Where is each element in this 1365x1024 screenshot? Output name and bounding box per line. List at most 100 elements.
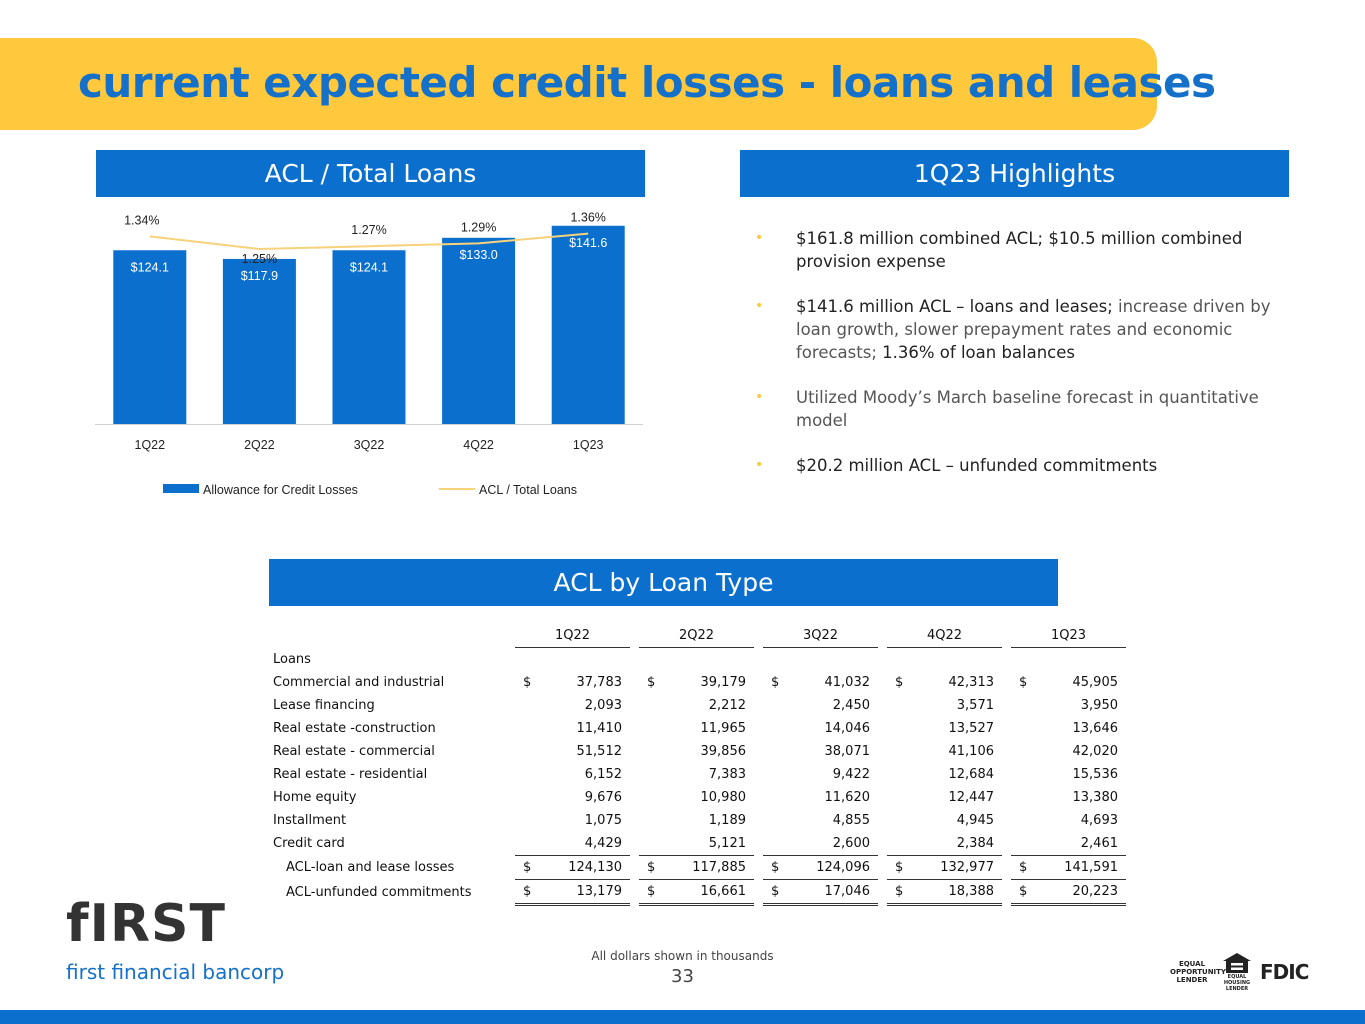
table-row: ACL-unfunded commitments $13,179 $16,661 $1… bbox=[269, 879, 1126, 906]
table-cell bbox=[541, 648, 630, 671]
table-cell: 41,106 bbox=[948, 744, 995, 759]
highlight-item: • $141.6 million ACL – loans and leases; … bbox=[755, 295, 1275, 364]
currency-symbol bbox=[887, 786, 913, 809]
table-cell: 2,450 bbox=[832, 698, 870, 713]
bullet-icon: • bbox=[755, 298, 764, 314]
bar-4Q22 bbox=[442, 237, 516, 424]
highlight-item: • $20.2 million ACL – unfunded commitment… bbox=[755, 454, 1275, 477]
table-row: Commercial and industrial $37,783 $39,179 $… bbox=[269, 671, 1126, 694]
currency-symbol: $ bbox=[515, 879, 541, 906]
highlight-text-muted: Utilized Moody’s March baseline forecast… bbox=[796, 388, 1259, 430]
currency-symbol bbox=[1011, 809, 1037, 832]
table-cell: 14,046 bbox=[824, 721, 871, 736]
table-cell: 2,600 bbox=[832, 836, 870, 851]
currency-symbol bbox=[639, 717, 665, 740]
table-cell: 9,676 bbox=[584, 790, 622, 805]
equal-housing-text: EQUAL HOUSING LENDER bbox=[1223, 974, 1251, 992]
currency-symbol bbox=[1011, 832, 1037, 855]
table-cell: 124,130 bbox=[541, 855, 630, 879]
table-cell bbox=[665, 648, 754, 671]
column-header: 2Q22 bbox=[639, 624, 754, 648]
row-label: Installment bbox=[273, 813, 347, 828]
currency-symbol bbox=[887, 694, 913, 717]
currency-symbol bbox=[887, 809, 913, 832]
line-data-label: 1.29% bbox=[461, 220, 496, 234]
table-cell: 12,447 bbox=[948, 790, 995, 805]
table-cell: 13,646 bbox=[1072, 721, 1119, 736]
row-label: ACL-loan and lease losses bbox=[286, 859, 455, 875]
footnote: All dollars shown in thousands bbox=[591, 949, 774, 963]
chart-section-header: ACL / Total Loans bbox=[96, 150, 645, 197]
highlight-item: • Utilized Moody’s March baseline forecas… bbox=[755, 386, 1275, 432]
table-cell: 13,380 bbox=[1072, 790, 1119, 805]
currency-symbol bbox=[763, 648, 789, 671]
acl-by-loan-type-table: 1Q22 2Q22 3Q22 4Q22 1Q23 Loans Commercial and… bbox=[269, 624, 1126, 906]
line-data-label: 1.25% bbox=[242, 252, 277, 266]
table-cell: 2,093 bbox=[584, 698, 622, 713]
table-cell: 3,571 bbox=[956, 698, 994, 713]
row-label: Real estate - residential bbox=[273, 767, 428, 782]
currency-symbol: $ bbox=[1011, 855, 1037, 879]
currency-symbol bbox=[1011, 717, 1037, 740]
currency-symbol: $ bbox=[895, 675, 904, 690]
house-icon bbox=[1223, 953, 1251, 973]
row-label: Real estate -construction bbox=[273, 721, 436, 736]
table-section-header: ACL by Loan Type bbox=[269, 559, 1058, 606]
table-row: Installment 1,075 1,189 4,855 4,945 4,693 bbox=[269, 809, 1126, 832]
currency-symbol bbox=[1011, 694, 1037, 717]
title-band: current expected credit losses - loans a… bbox=[0, 38, 1216, 130]
table-cell: 16,661 bbox=[665, 879, 754, 906]
currency-symbol: $ bbox=[1011, 879, 1037, 906]
table-cell: 11,965 bbox=[700, 721, 747, 736]
currency-symbol: $ bbox=[639, 879, 665, 906]
currency-symbol bbox=[515, 786, 541, 809]
column-header: 1Q22 bbox=[515, 624, 630, 648]
table-row: Credit card 4,429 5,121 2,600 2,384 2,461 bbox=[269, 832, 1126, 855]
currency-symbol bbox=[639, 832, 665, 855]
table-cell: 12,684 bbox=[948, 767, 995, 782]
company-logo: fIRST first financial bancorp bbox=[66, 898, 284, 984]
table-cell: 1,189 bbox=[708, 813, 746, 828]
table-cell: 37,783 bbox=[576, 675, 623, 690]
currency-symbol: $ bbox=[647, 675, 656, 690]
table-row: ACL-loan and lease losses $124,130 $117,88… bbox=[269, 855, 1126, 879]
table-cell: 11,410 bbox=[576, 721, 623, 736]
table-cell: 51,512 bbox=[576, 744, 623, 759]
table-cell: 10,980 bbox=[700, 790, 747, 805]
currency-symbol bbox=[639, 809, 665, 832]
page-number: 33 bbox=[671, 966, 694, 987]
table-cell bbox=[913, 648, 1002, 671]
currency-symbol: $ bbox=[763, 879, 789, 906]
currency-symbol: $ bbox=[639, 855, 665, 879]
table-row: Real estate - commercial 51,512 39,856 38,0… bbox=[269, 740, 1126, 763]
table-cell: 15,536 bbox=[1072, 767, 1119, 782]
line-data-label: 1.34% bbox=[124, 213, 159, 227]
table-cell: 141,591 bbox=[1037, 855, 1126, 879]
currency-symbol: $ bbox=[763, 855, 789, 879]
table-cell: 9,422 bbox=[832, 767, 870, 782]
currency-symbol bbox=[639, 740, 665, 763]
table-cell: 2,384 bbox=[956, 836, 994, 851]
table-cell: 11,620 bbox=[824, 790, 871, 805]
currency-symbol bbox=[515, 832, 541, 855]
highlight-text-strong: $20.2 million ACL – unfunded commitments bbox=[796, 456, 1158, 475]
logo-tagline: first financial bancorp bbox=[66, 960, 285, 984]
line-data-label: 1.36% bbox=[570, 211, 605, 225]
bar-data-label: $124.1 bbox=[131, 260, 169, 274]
currency-symbol bbox=[763, 694, 789, 717]
bottom-bar bbox=[0, 1010, 1365, 1024]
table-row: Home equity 9,676 10,980 11,620 12,447 13,380 bbox=[269, 786, 1126, 809]
currency-symbol bbox=[763, 832, 789, 855]
currency-symbol bbox=[887, 763, 913, 786]
table-cell: 5,121 bbox=[708, 836, 746, 851]
currency-symbol bbox=[515, 648, 541, 671]
table-cell: 42,313 bbox=[948, 675, 995, 690]
currency-symbol: $ bbox=[515, 855, 541, 879]
table-cell: 42,020 bbox=[1072, 744, 1119, 759]
highlights-list: • $161.8 million combined ACL; $10.5 mill… bbox=[755, 227, 1275, 499]
currency-symbol: $ bbox=[887, 879, 913, 906]
currency-symbol bbox=[639, 763, 665, 786]
bullet-icon: • bbox=[755, 457, 764, 473]
currency-symbol bbox=[887, 717, 913, 740]
currency-symbol bbox=[515, 717, 541, 740]
